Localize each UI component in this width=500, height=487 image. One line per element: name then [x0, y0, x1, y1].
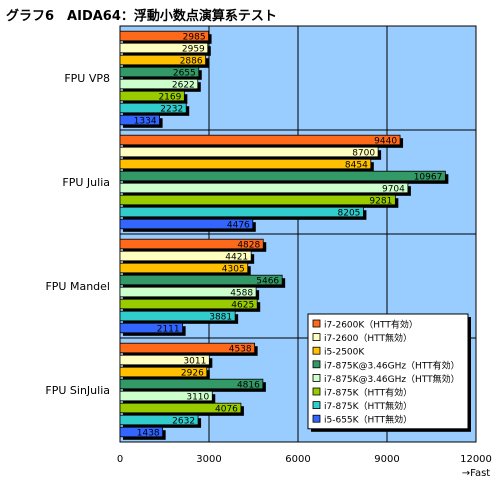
legend-entry: i7-2600K（HTT有効）	[324, 319, 418, 331]
bar	[119, 170, 446, 182]
bar	[119, 218, 254, 230]
bar	[119, 354, 210, 366]
bar	[119, 54, 207, 66]
data-label: 1334	[134, 116, 157, 126]
legend-swatch	[312, 373, 321, 382]
bar	[119, 102, 187, 114]
legend-box	[307, 313, 469, 430]
data-label: 4588	[230, 288, 253, 298]
bar	[119, 182, 409, 194]
x-axis-ticks: 0 3000 6000 9000 12000	[117, 454, 492, 465]
bar	[119, 390, 213, 402]
data-label: 10967	[414, 172, 443, 182]
bar	[119, 146, 379, 158]
data-label: 2232	[160, 104, 183, 114]
chart-title: グラフ6 AIDA64：浮動小数点演算系テスト	[6, 9, 277, 24]
data-label: 9704	[382, 184, 405, 194]
x-axis-label: →Fast	[462, 468, 491, 479]
x-tick-label: 6000	[285, 454, 310, 465]
legend-entry: i5-655K（HTT無効）	[324, 414, 412, 426]
data-label: 4538	[229, 344, 252, 354]
x-tick-label: 0	[117, 454, 123, 465]
bar	[119, 134, 401, 146]
legend-entry: i7-875K@3.46GHz（HTT有効）	[324, 359, 460, 371]
bar	[119, 342, 256, 354]
legend-swatch	[312, 401, 321, 410]
data-label: 2959	[182, 44, 205, 54]
x-tick-label: 9000	[374, 454, 399, 465]
data-label: 2886	[180, 56, 203, 66]
category-label: FPU Mandel	[45, 280, 110, 293]
data-label: 2655	[173, 68, 196, 78]
legend-entry: i7-875K（HTT有効）	[324, 387, 412, 399]
data-label: 2985	[183, 32, 206, 42]
legend-entry: i5-2500K	[324, 348, 365, 358]
bar	[119, 262, 249, 274]
bar	[119, 158, 372, 170]
data-label: 2622	[172, 80, 195, 90]
data-label: 4816	[237, 380, 260, 390]
data-label: 1438	[137, 428, 160, 438]
data-label: 3881	[209, 312, 232, 322]
data-label: 4828	[237, 240, 260, 250]
data-label: 9281	[369, 196, 392, 206]
data-label: 2169	[158, 92, 181, 102]
bar	[119, 66, 200, 78]
data-label: 3110	[186, 392, 209, 402]
bar	[119, 250, 252, 262]
bar	[119, 322, 184, 334]
legend: i7-2600K（HTT有効）i7-2600（HTT無効）i5-2500Ki7-…	[307, 313, 471, 432]
data-label: 2632	[172, 416, 195, 426]
legend-swatch	[312, 346, 321, 355]
bar	[119, 90, 185, 102]
category-label: FPU Julia	[62, 176, 110, 189]
legend-swatch	[312, 387, 321, 396]
bar	[119, 42, 209, 54]
bar	[119, 238, 264, 250]
bar	[119, 30, 209, 42]
bar	[119, 206, 364, 218]
bar	[119, 366, 208, 378]
bar	[119, 274, 283, 286]
bar	[119, 114, 160, 126]
bar	[119, 414, 199, 426]
bar	[119, 426, 164, 438]
legend-swatch	[312, 360, 321, 369]
data-label: 4421	[225, 252, 248, 262]
bar	[119, 298, 258, 310]
legend-entry: i7-2600（HTT無効）	[324, 332, 412, 344]
legend-entry: i7-875K@3.46GHz（HTT無効）	[324, 373, 460, 385]
bar	[119, 310, 236, 322]
x-tick-label: 12000	[460, 454, 492, 465]
data-label: 4305	[222, 264, 245, 274]
bar	[119, 378, 264, 390]
legend-swatch	[312, 333, 321, 342]
data-label: 2111	[157, 324, 180, 334]
data-label: 9440	[374, 136, 397, 146]
x-tick-label: 3000	[196, 454, 221, 465]
data-label: 8700	[352, 148, 375, 158]
legend-swatch	[312, 319, 321, 328]
bar	[119, 194, 396, 206]
data-label: 4476	[227, 220, 250, 230]
data-label: 8454	[345, 160, 368, 170]
legend-entry: i7-875K（HTT無効）	[324, 400, 412, 412]
data-label: 4076	[215, 404, 238, 414]
data-label: 5466	[256, 276, 279, 286]
category-labels: FPU VP8 FPU Julia FPU Mandel FPU SinJulia	[45, 72, 110, 397]
bar	[119, 402, 242, 414]
data-label: 3011	[183, 356, 206, 366]
legend-swatch	[312, 414, 321, 423]
data-label: 4625	[231, 300, 254, 310]
data-label: 8205	[338, 208, 361, 218]
bar	[119, 78, 199, 90]
category-label: FPU VP8	[64, 72, 110, 85]
data-label: 2926	[181, 368, 204, 378]
category-label: FPU SinJulia	[45, 384, 110, 397]
bar	[119, 286, 257, 298]
